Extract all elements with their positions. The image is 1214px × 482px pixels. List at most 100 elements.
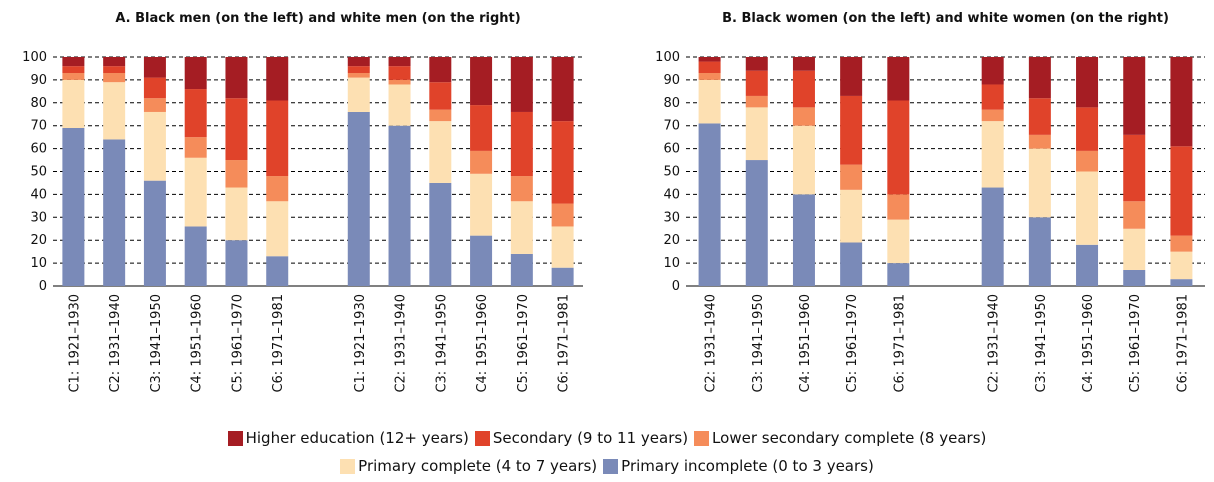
legend-label: Higher education (12+ years): [245, 429, 469, 447]
bar-segment: [1123, 57, 1146, 135]
bar-segment: [184, 89, 207, 138]
y-tick-label: 30: [30, 210, 47, 225]
x-tick-label: C5: 1961–1970: [230, 294, 245, 393]
y-tick-label: 70: [30, 119, 47, 134]
bar-segment: [1170, 235, 1193, 252]
x-tick-label: C3: 1941–1950: [751, 294, 766, 393]
bar-segment: [698, 57, 721, 62]
bar-segment: [745, 160, 768, 286]
bar-segment: [887, 57, 910, 101]
bar-segment: [266, 57, 289, 101]
legend-item: Primary incomplete (0 to 3 years): [603, 457, 874, 475]
y-tick-label: 40: [30, 187, 47, 202]
bar-segment: [225, 57, 248, 99]
y-tick-label: 40: [663, 187, 680, 202]
charts: A. Black men (on the left) and white men…: [22, 11, 1205, 393]
y-tick-label: 0: [672, 279, 680, 294]
bar-segment: [470, 173, 493, 236]
bar-segment: [887, 100, 910, 195]
y-tick-label: 100: [22, 50, 47, 65]
y-tick-label: 100: [655, 50, 680, 65]
bar-segment: [143, 57, 166, 78]
bar-segment: [388, 79, 411, 85]
x-tick-label: C2: 1931–1940: [108, 294, 123, 393]
legend-row: Higher education (12+ years) Secondary (9…: [0, 424, 1214, 452]
bar-segment: [1123, 228, 1146, 270]
bar-segment: [698, 79, 721, 124]
x-tick-label: C1: 1921–1930: [353, 294, 368, 393]
x-tick-label: C3: 1941–1950: [434, 294, 449, 393]
bar-segment: [510, 57, 533, 112]
bar-segment: [388, 66, 411, 80]
bar-segment: [1123, 201, 1146, 229]
bar-segment: [981, 121, 1004, 188]
bar-segment: [1076, 57, 1099, 108]
bar-segment: [1123, 134, 1146, 202]
bar-segment: [103, 57, 126, 67]
x-tick-label: C2: 1931–1940: [704, 294, 719, 393]
bar-segment: [225, 160, 248, 188]
bar-segment: [266, 201, 289, 257]
bar-segment: [745, 57, 768, 71]
bar-segment: [470, 57, 493, 106]
bar-segment: [510, 111, 533, 177]
x-tick-label: C4: 1951–1960: [190, 294, 205, 393]
bar-segment: [840, 242, 863, 286]
bar-segment: [347, 66, 370, 74]
y-tick-label: 90: [663, 73, 680, 88]
y-tick-label: 10: [663, 256, 680, 271]
bar-segment: [510, 201, 533, 254]
bar-segment: [551, 121, 574, 204]
x-tick-label: C2: 1931–1940: [987, 294, 1002, 393]
bar-segment: [1028, 57, 1051, 99]
x-tick-label: C5: 1961–1970: [845, 294, 860, 393]
legend-item: Higher education (12+ years): [227, 429, 469, 447]
bar-segment: [347, 57, 370, 67]
bar-segment: [143, 98, 166, 112]
legend-label: Lower secondary complete (8 years): [712, 429, 987, 447]
bar-segment: [429, 109, 452, 122]
bar-segment: [347, 77, 370, 112]
legend-item: Primary complete (4 to 7 years): [340, 457, 597, 475]
bar-segment: [143, 111, 166, 181]
bar-segment: [551, 57, 574, 122]
bar-segment: [143, 77, 166, 99]
chart-title: B. Black women (on the left) and white w…: [722, 11, 1169, 26]
bar-segment: [1170, 251, 1193, 280]
bar-segment: [551, 267, 574, 286]
x-tick-label: C4: 1951–1960: [1081, 294, 1096, 393]
bar-segment: [347, 73, 370, 78]
bar-segment: [840, 57, 863, 96]
legend-swatch: [694, 430, 710, 446]
bar-segment: [1028, 98, 1051, 135]
bar-segment: [103, 73, 126, 83]
x-tick-label: C3: 1941–1950: [1034, 294, 1049, 393]
bar-segment: [792, 107, 815, 126]
bar-segment: [429, 57, 452, 83]
bar-segment: [510, 253, 533, 286]
bar-segment: [62, 73, 85, 80]
bar-segment: [745, 107, 768, 161]
legend-item: Lower secondary complete (8 years): [694, 429, 986, 447]
bar-segment: [225, 98, 248, 161]
bar-segment: [470, 235, 493, 286]
y-tick-label: 70: [663, 119, 680, 134]
bar-segment: [698, 61, 721, 74]
bar-segment: [745, 70, 768, 96]
bar-segment: [470, 150, 493, 174]
y-tick-label: 20: [30, 233, 47, 248]
bar-segment: [429, 121, 452, 183]
y-tick-label: 80: [30, 96, 47, 111]
bar-segment: [62, 79, 85, 128]
bar-segment: [981, 57, 1004, 85]
bar-segment: [745, 95, 768, 108]
bar-segment: [1076, 244, 1099, 286]
bar-segment: [62, 66, 85, 74]
bar-segment: [840, 189, 863, 243]
bar-segment: [792, 125, 815, 195]
y-tick-label: 60: [30, 142, 47, 157]
bar-segment: [347, 111, 370, 287]
y-tick-label: 90: [30, 73, 47, 88]
bar-segment: [388, 125, 411, 286]
